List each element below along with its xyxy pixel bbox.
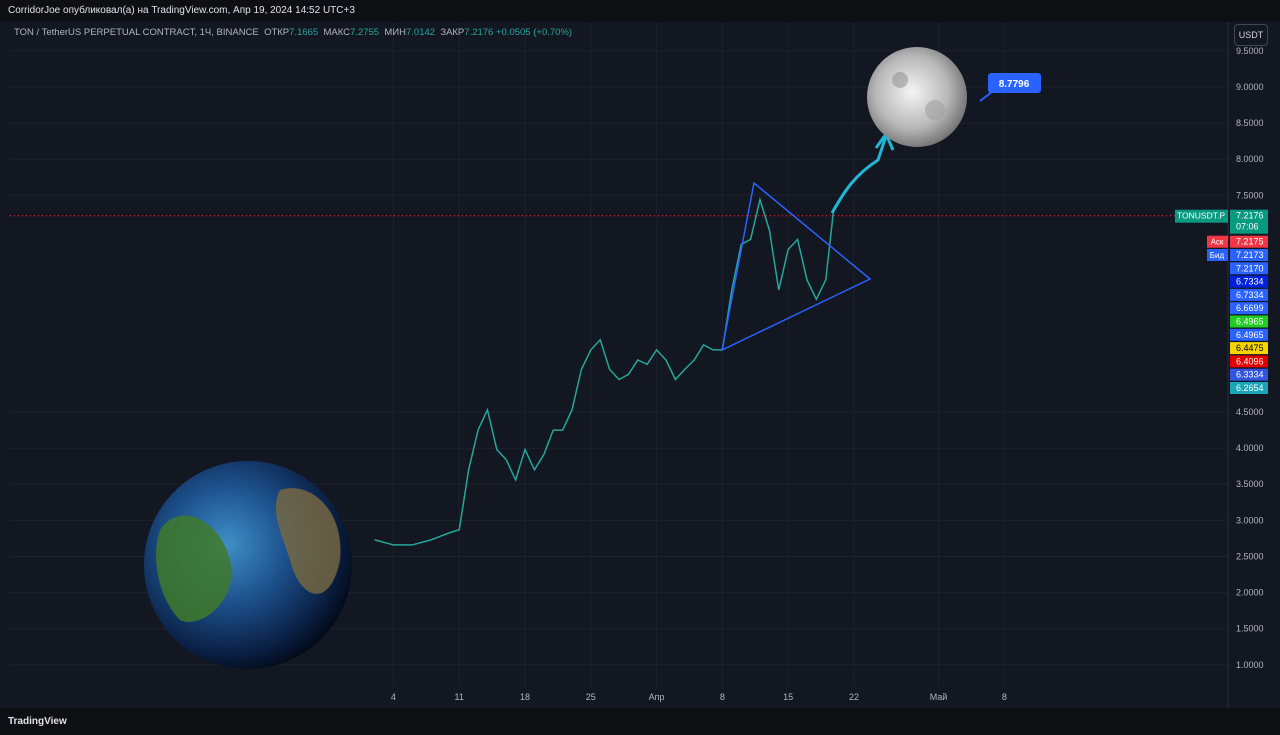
change: +0.0505 (+0.70%)	[495, 27, 573, 38]
ohlc-value: 7.0142	[405, 27, 436, 38]
x-tick-label: 22	[849, 692, 859, 702]
price-label: 7.2175	[1236, 237, 1264, 247]
symbol-name: TON / TetherUS PERPETUAL CONTRACT, 1Ч, B…	[14, 27, 259, 38]
callout-pointer	[979, 91, 993, 102]
footer: TradingView	[0, 708, 1280, 735]
price-label-name-box	[1207, 235, 1228, 248]
brand: TradingView	[8, 716, 67, 727]
price-label-box	[1230, 355, 1268, 368]
ohlc-value: 7.1665	[289, 27, 319, 38]
price-label-box	[1230, 275, 1268, 288]
price-label-box	[1230, 302, 1268, 315]
ohlc-label: МИН	[384, 27, 406, 38]
x-tick-label: 15	[783, 692, 793, 702]
ohlc-label: ОТКР	[264, 27, 290, 38]
arrow	[830, 135, 888, 214]
price-label: 6.2654	[1236, 383, 1264, 393]
x-tick-label: Май	[930, 692, 948, 702]
price-label-box	[1230, 315, 1268, 328]
price-label-box	[1230, 342, 1268, 355]
price-label: 6.4096	[1236, 356, 1264, 366]
price-label-box	[1230, 328, 1268, 341]
y-tick-label: 9.0000	[1236, 82, 1264, 92]
y-tick-label: 3.0000	[1236, 515, 1264, 525]
x-tick-label: 8	[720, 692, 725, 702]
ohlc-value: 7.2176	[464, 27, 494, 38]
price-label: 6.7334	[1236, 290, 1264, 300]
price-label-box	[1230, 368, 1268, 381]
price-label-box	[1230, 382, 1268, 395]
price-label-box	[1230, 249, 1268, 262]
y-tick-label: 8.0000	[1236, 154, 1264, 164]
price-label: 6.4475	[1236, 343, 1264, 353]
y-tick-label: 9.5000	[1236, 46, 1264, 56]
y-tick-label: 4.5000	[1236, 407, 1264, 417]
x-tick-label: 18	[520, 692, 530, 702]
x-tick-label: 8	[1002, 692, 1007, 702]
y-tick-label: 2.5000	[1236, 551, 1264, 561]
symbol-tag: TONUSDT.P	[1177, 211, 1225, 221]
price-label-box	[1230, 235, 1268, 248]
ohlc-value: 7.2755	[350, 27, 380, 38]
y-tick-label: 8.5000	[1236, 118, 1264, 128]
price-label-box	[1230, 262, 1268, 275]
x-tick-label: 25	[586, 692, 596, 702]
currency-button[interactable]: USDT	[1234, 24, 1268, 46]
price-label: 6.3334	[1236, 370, 1264, 380]
y-tick-label: 3.5000	[1236, 479, 1264, 489]
publisher-bar: CorridorJoe опубликовал(а) на TradingVie…	[0, 0, 1280, 22]
y-tick-label: 2.0000	[1236, 588, 1264, 598]
earth-land	[156, 515, 232, 622]
last-price: 7.2176	[1236, 211, 1264, 221]
moon-crater	[892, 72, 908, 88]
moon	[867, 47, 967, 147]
price-label: 6.6699	[1236, 303, 1264, 313]
moon-crater	[925, 100, 945, 120]
triangle-drawing	[720, 181, 872, 352]
price-label: 6.4965	[1236, 317, 1264, 327]
x-tick-label: 11	[455, 692, 464, 702]
price-label: 6.4965	[1236, 330, 1264, 340]
y-tick-label: 4.0000	[1236, 443, 1264, 453]
price-label: 6.7334	[1236, 277, 1264, 287]
ohlc-label: МАКС	[323, 27, 351, 38]
price-label: 7.2173	[1236, 250, 1264, 260]
countdown: 07:06	[1236, 222, 1259, 232]
symbol-legend: TON / TetherUS PERPETUAL CONTRACT, 1Ч, B…	[14, 27, 572, 38]
price-label-box	[1230, 288, 1268, 301]
y-tick-label: 7.5000	[1236, 190, 1264, 200]
earth-land	[275, 488, 341, 594]
x-tick-label: Апр	[649, 692, 665, 702]
y-tick-label: 1.5000	[1236, 624, 1264, 634]
callout-box	[988, 73, 1041, 93]
callout-label: 8.7796	[999, 79, 1030, 90]
publisher: CorridorJoe опубликовал(а) на TradingVie…	[8, 5, 355, 16]
price-label-name-box	[1207, 249, 1228, 262]
ohlc-label: ЗАКР	[440, 27, 465, 38]
x-tick-label: 4	[391, 692, 396, 702]
last-price-box	[1230, 209, 1268, 234]
price-label: 7.2170	[1236, 263, 1264, 273]
symbol-tag-box	[1175, 209, 1228, 223]
price-label-name: Бид	[1210, 251, 1225, 260]
price-label-name: Аск	[1211, 238, 1224, 247]
y-tick-label: 1.0000	[1236, 660, 1264, 670]
price-line	[374, 196, 835, 546]
